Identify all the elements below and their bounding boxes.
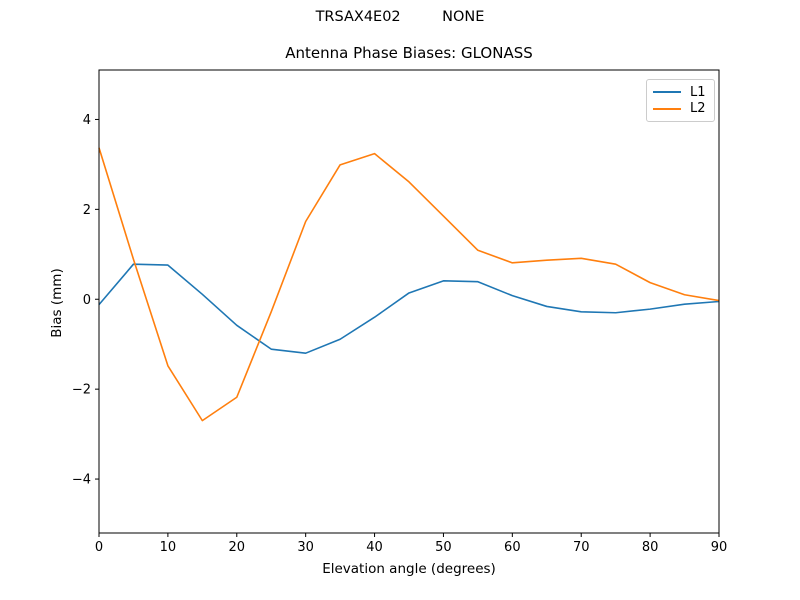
x-tick-label: 60 [504, 540, 521, 555]
legend-item-l1: L1 [653, 84, 708, 101]
x-tick-label: 90 [711, 540, 728, 555]
data-line-l2 [98, 147, 720, 422]
x-tick-label: 10 [160, 540, 177, 555]
x-axis-label: Elevation angle (degrees) [322, 561, 496, 577]
y-axis-label: Bias (mm) [49, 268, 65, 338]
x-tick-label: 50 [435, 540, 452, 555]
legend-item-l2: L2 [653, 101, 708, 118]
x-tick-label: 30 [297, 540, 314, 555]
y-tick-label: 0 [83, 293, 91, 308]
legend-line-sample-l2 [653, 107, 681, 110]
x-tick-label: 40 [366, 540, 383, 555]
legend-label-l1: L1 [690, 84, 706, 100]
legend-line-sample-l1 [653, 91, 681, 94]
data-line-l1 [98, 263, 720, 354]
y-tick-label: −4 [72, 473, 91, 488]
legend-label-l2: L2 [690, 101, 706, 117]
chart-title: Antenna Phase Biases: GLONASS [285, 44, 533, 62]
x-tick-label: 0 [95, 540, 103, 555]
y-tick-label: −2 [72, 383, 91, 398]
y-tick-label: 2 [83, 203, 91, 218]
legend: L1 L2 [646, 79, 715, 122]
x-tick-label: 20 [229, 540, 246, 555]
figure-suptitle: TRSAX4E02 NONE [315, 9, 485, 25]
axes-spines [98, 69, 720, 534]
x-tick-label: 70 [573, 540, 590, 555]
y-tick-label: 4 [83, 113, 91, 128]
x-tick-label: 80 [642, 540, 659, 555]
